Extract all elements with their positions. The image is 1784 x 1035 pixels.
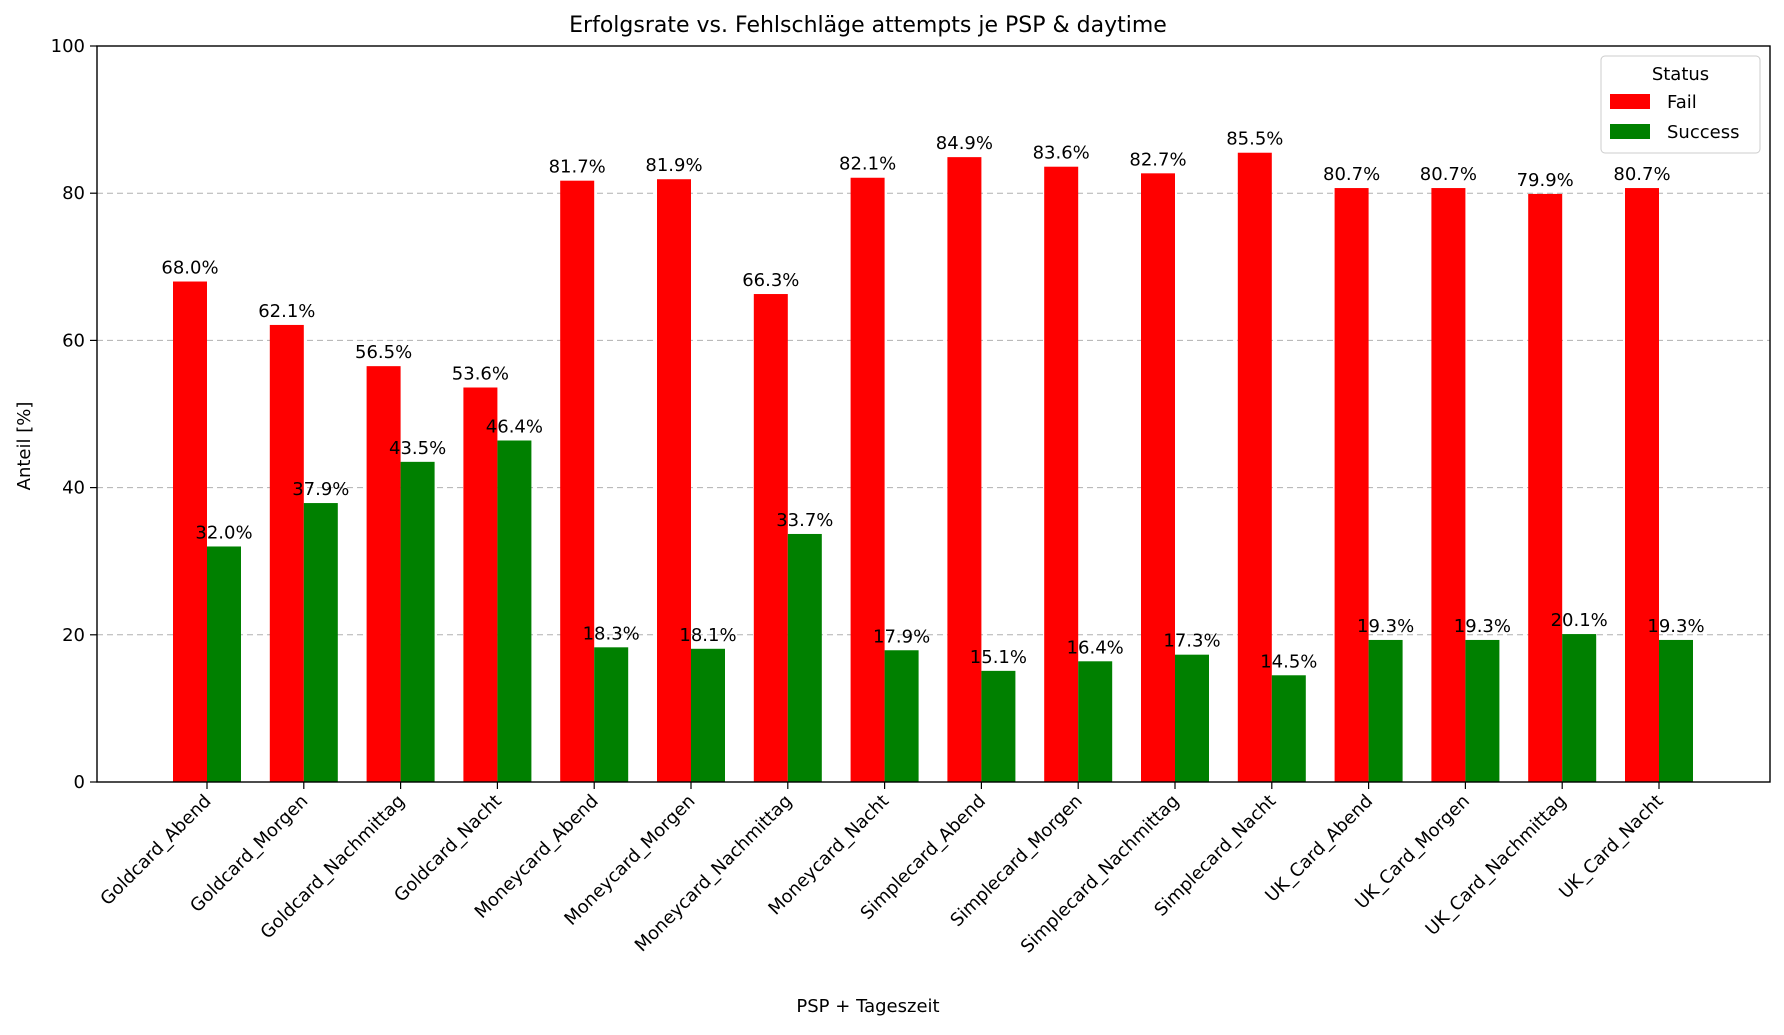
- y-tick-label: 100: [51, 36, 85, 57]
- bar-value-label: 19.3%: [1454, 616, 1511, 637]
- bar-value-label: 80.7%: [1323, 164, 1380, 185]
- bar-fail: [366, 366, 401, 782]
- bar-fail: [1625, 188, 1659, 783]
- bar-value-label: 83.6%: [1033, 143, 1090, 164]
- bar-success: [1175, 654, 1209, 782]
- bar-value-label: 17.9%: [873, 626, 930, 647]
- bar-value-label: 66.3%: [742, 270, 799, 291]
- bar-success: [207, 546, 241, 782]
- bar-fail: [1334, 188, 1369, 783]
- y-axis-title: Anteil [%]: [14, 402, 35, 491]
- bar-fail: [1431, 188, 1466, 783]
- bar-success: [594, 647, 629, 782]
- bar-fail: [463, 387, 498, 782]
- bar-value-label: 85.5%: [1226, 129, 1283, 150]
- bar-success: [1562, 634, 1597, 782]
- bar-value-label: 18.3%: [583, 623, 640, 644]
- bar-value-label: 15.1%: [970, 647, 1027, 668]
- bar-value-label: 81.7%: [549, 157, 606, 178]
- bar-fail: [560, 180, 595, 783]
- legend-swatch-success: [1610, 124, 1650, 139]
- bar-fail: [1237, 152, 1272, 783]
- legend-label-success: Success: [1667, 122, 1739, 143]
- y-tick-label: 20: [62, 625, 85, 646]
- bar-success: [1271, 675, 1306, 782]
- bar-success: [1078, 661, 1113, 782]
- bar-value-label: 19.3%: [1647, 616, 1704, 637]
- bar-success: [787, 533, 822, 782]
- bar-value-label: 14.5%: [1260, 651, 1317, 672]
- bar-fail: [1141, 173, 1175, 782]
- y-tick-label: 80: [62, 183, 85, 204]
- bar-value-label: 32.0%: [195, 522, 252, 543]
- bar-value-label: 43.5%: [389, 438, 446, 459]
- bar-value-label: 82.7%: [1129, 149, 1186, 170]
- bar-fail: [657, 179, 691, 782]
- bar-value-label: 80.7%: [1613, 164, 1670, 185]
- bar-success: [497, 440, 532, 782]
- bar-value-label: 37.9%: [292, 479, 349, 500]
- bar-success: [400, 461, 435, 782]
- bar-success: [981, 670, 1016, 782]
- bar-success: [303, 503, 338, 782]
- bar-value-label: 19.3%: [1357, 616, 1414, 637]
- bar-fail: [269, 324, 304, 782]
- y-tick-label: 0: [74, 772, 85, 793]
- legend: Status Fail Success: [1600, 55, 1761, 154]
- bar-fail: [850, 177, 885, 782]
- bar-fail: [753, 294, 788, 782]
- bar-value-label: 53.6%: [452, 364, 509, 385]
- legend-title: Status: [1652, 64, 1709, 85]
- bar-value-label: 18.1%: [679, 625, 736, 646]
- legend-label-fail: Fail: [1667, 92, 1697, 113]
- bar-value-label: 56.5%: [355, 342, 412, 363]
- bar-value-label: 62.1%: [258, 301, 315, 322]
- bar-value-label: 68.0%: [161, 258, 218, 279]
- bar-fail: [173, 281, 207, 782]
- bar-value-label: 46.4%: [486, 416, 543, 437]
- y-tick-label: 40: [62, 478, 85, 499]
- legend-swatch-fail: [1610, 94, 1650, 109]
- bar-value-label: 20.1%: [1551, 610, 1608, 631]
- chart-title: Erfolgsrate vs. Fehlschläge attempts je …: [569, 13, 1167, 38]
- bar-success: [884, 650, 919, 782]
- bar-fail: [1044, 166, 1079, 783]
- bar-success: [691, 648, 725, 782]
- bar-success: [1659, 639, 1693, 782]
- bar-value-label: 33.7%: [776, 510, 833, 531]
- bar-value-label: 84.9%: [936, 133, 993, 154]
- y-tick-label: 60: [62, 330, 85, 351]
- bar-value-label: 16.4%: [1067, 637, 1124, 658]
- bar-value-label: 79.9%: [1517, 170, 1574, 191]
- bar-value-label: 81.9%: [645, 155, 702, 176]
- bar-fail: [947, 157, 982, 783]
- x-axis-title: PSP + Tageszeit: [796, 996, 939, 1017]
- plot-frame: [96, 45, 1771, 783]
- bar-success: [1368, 639, 1403, 782]
- bar-value-label: 17.3%: [1163, 631, 1220, 652]
- bar-value-label: 80.7%: [1420, 164, 1477, 185]
- bar-fail: [1528, 193, 1563, 782]
- bar-value-label: 82.1%: [839, 154, 896, 175]
- bar-success: [1465, 639, 1500, 782]
